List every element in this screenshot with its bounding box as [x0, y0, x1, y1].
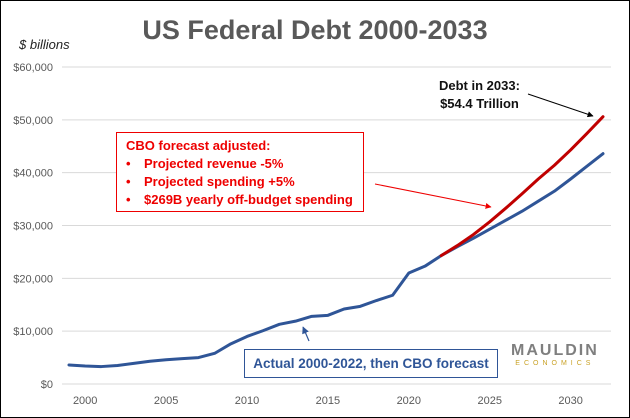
- adjustment-item: Projected spending +5%: [126, 173, 363, 191]
- x-tick-label: 2005: [154, 395, 178, 407]
- chart-title: US Federal Debt 2000-2033: [142, 15, 488, 45]
- y-tick-label: $10,000: [13, 326, 53, 338]
- x-tick-label: 2015: [316, 395, 340, 407]
- x-tick-label: 2000: [73, 395, 97, 407]
- x-tick-label: 2025: [477, 395, 501, 407]
- series-line-baseline: [67, 152, 605, 369]
- y-tick-label: $20,000: [13, 273, 53, 285]
- y-tick-label: $50,000: [13, 115, 53, 127]
- adjustment-annotation-box: CBO forecast adjusted: Projected revenue…: [116, 132, 364, 212]
- y-axis-label: $ billions: [19, 37, 70, 52]
- mauldin-logo: MAULDIN ECONOMICS: [511, 342, 599, 367]
- series-line-adjusted: [439, 115, 605, 258]
- logo-line2: ECONOMICS: [515, 360, 595, 367]
- x-tick-label: 2030: [558, 395, 582, 407]
- end-value-annotation: Debt in 2033: $54.4 Trillion: [439, 77, 520, 113]
- logo-line1: MAULDIN: [511, 342, 599, 359]
- actual-annotation-box: Actual 2000-2022, then CBO forecast: [244, 349, 498, 378]
- adjustment-item: $269B yearly off-budget spending: [126, 191, 363, 209]
- adjustment-item: Projected revenue -5%: [126, 155, 363, 173]
- end-label-line2: $54.4 Trillion: [440, 96, 519, 111]
- blue-arrow: [302, 326, 310, 342]
- y-tick-label: $60,000: [13, 62, 53, 74]
- y-tick-label: $40,000: [13, 168, 53, 180]
- x-tick-label: 2020: [397, 395, 421, 407]
- x-tick-label: 2010: [235, 395, 259, 407]
- black-arrow: [527, 93, 594, 118]
- y-tick-label: $0: [41, 379, 53, 391]
- adjustment-title: CBO forecast adjusted:: [126, 138, 271, 153]
- y-tick-label: $30,000: [13, 221, 53, 233]
- end-label-line1: Debt in 2033:: [439, 78, 520, 93]
- red-arrow: [374, 183, 492, 209]
